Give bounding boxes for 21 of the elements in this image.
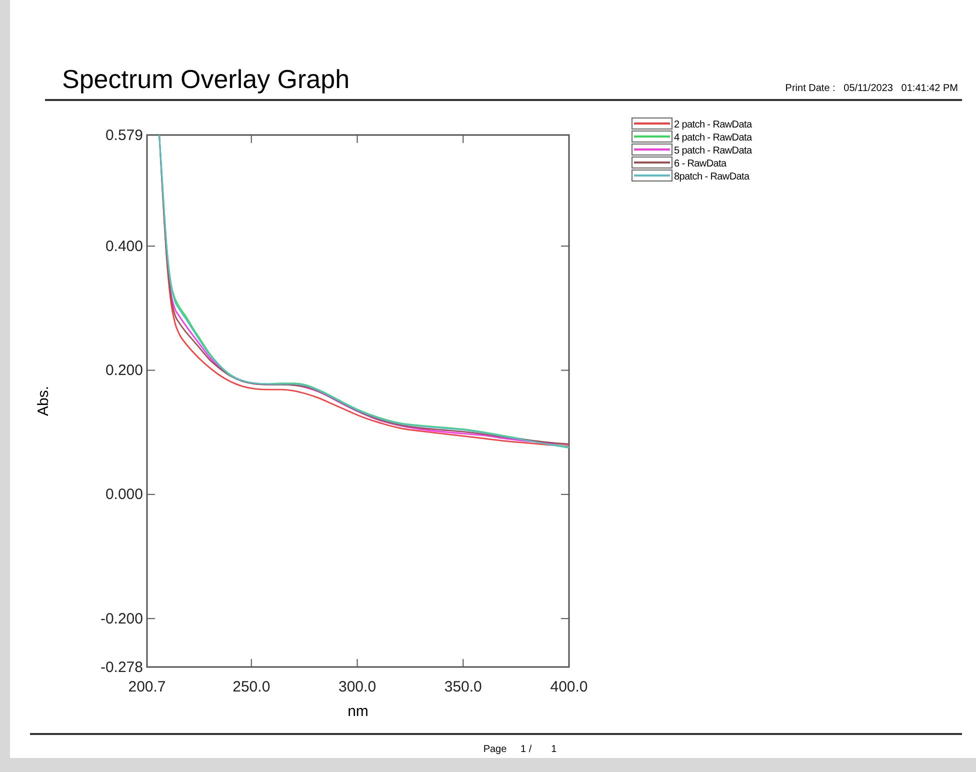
text: Print Date : 05/11/2023 01:41:42 PM [785,83,958,94]
legend-label: 4 patch - RawData [674,132,752,144]
y-axis-title: Abs. [35,386,52,416]
y-tick-label: 0.579 [105,126,143,144]
y-tick-label: 0.200 [105,362,143,380]
x-tick-label: 350.0 [444,678,482,696]
legend-label: 5 patch - RawData [674,146,752,156]
text: Page 1 / 1 [483,744,558,755]
chart-title: Spectrum Overlay Graph [62,64,350,94]
y-tick-label: -0.278 [100,658,143,676]
y-tick-label: -0.200 [100,610,143,628]
x-tick-label: 300.0 [338,678,376,696]
y-tick-label: 0.400 [105,238,143,255]
y-tick-label: 0.000 [105,486,143,504]
legend-label: 8patch - RawData [674,172,750,182]
x-axis-title: nm [348,703,368,720]
x-tick-label: 400.0 [550,678,588,696]
legend-label: 2 patch - RawData [674,120,752,130]
x-tick-label: 200.7 [128,678,166,696]
x-tick-label: 250.0 [232,678,270,696]
legend-label: 6 - RawData [674,158,728,170]
